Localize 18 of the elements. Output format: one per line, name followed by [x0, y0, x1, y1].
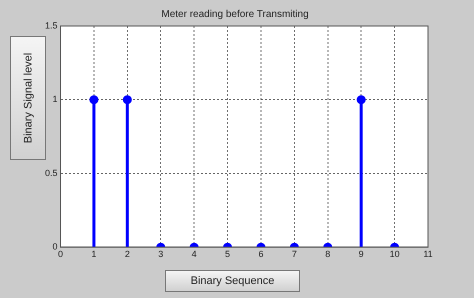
y-tick-label: 1 [52, 94, 58, 104]
x-tick-label: 5 [225, 249, 230, 260]
x-tick-label: 1 [91, 249, 96, 260]
x-tick-label: 4 [192, 249, 197, 260]
x-tick-label: 8 [325, 249, 330, 260]
x-tick-label: 7 [292, 249, 297, 260]
x-axis-title: Binary Sequence [165, 270, 300, 292]
x-tick-label: 9 [358, 249, 364, 260]
x-tick-label: 2 [124, 249, 130, 260]
x-tick-label: 10 [390, 249, 400, 260]
chart-title: Meter reading before Transmiting [161, 8, 309, 20]
x-tick-label: 11 [423, 249, 433, 260]
x-tick-label: 3 [158, 249, 164, 260]
y-tick-label: 1.5 [44, 20, 58, 30]
y-tick-label: 0 [52, 242, 58, 252]
x-tick-label: 6 [258, 249, 264, 260]
y-tick-label: 0.5 [44, 168, 58, 178]
y-axis-title: Binary Signal level [22, 52, 34, 144]
